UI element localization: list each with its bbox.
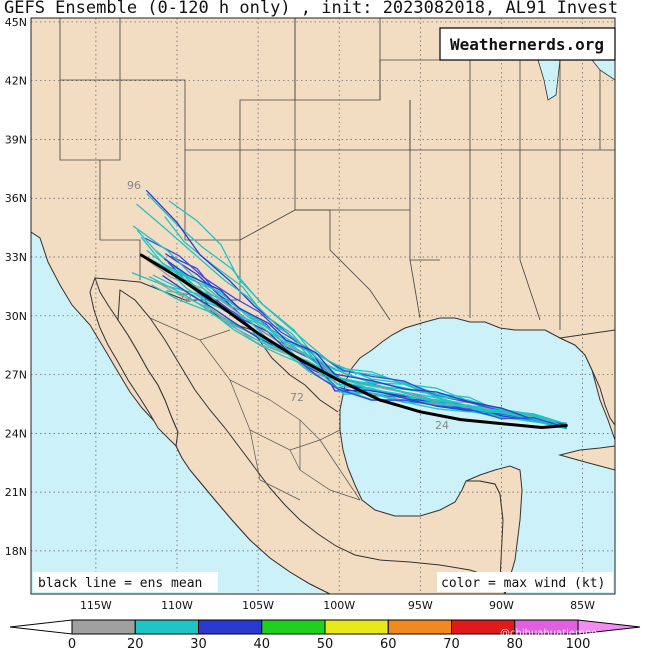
legend-right-box: color = max wind (kt): [437, 572, 613, 592]
lat-label: 21N: [5, 486, 27, 499]
lat-label: 30N: [5, 310, 27, 323]
ensemble-member-track: [140, 237, 567, 429]
lat-label: 33N: [5, 251, 27, 264]
hour-label-72-south: 72: [290, 391, 304, 404]
lon-label: 95W: [408, 599, 433, 612]
colorbar: 0 20 30 40 50 60 70 80 100: [9, 619, 641, 650]
lat-label: 27N: [5, 369, 27, 382]
lat-label: 18N: [5, 545, 27, 558]
colorbar-segment: [387, 619, 452, 635]
latitude-labels: 45N 42N 39N 36N 33N 30N 27N 24N 21N 18N: [5, 16, 27, 558]
colorbar-tick-label: 30: [190, 637, 207, 650]
yucatan: [465, 465, 523, 594]
colorbar-tick-label: 70: [443, 637, 460, 650]
legend-left-box: black line = ens mean: [33, 572, 218, 592]
colorbar-segment: [198, 619, 263, 635]
hour-label-96: 96: [127, 179, 141, 192]
ensemble-mean-track: [139, 253, 568, 429]
colorbar-tick-label: 100: [566, 637, 591, 650]
lon-label: 90W: [489, 599, 514, 612]
hour-label-24: 24: [435, 419, 449, 432]
map-title: GEFS Ensemble (0-120 h only) , init: 202…: [4, 0, 619, 18]
legend-right-text: color = max wind (kt): [441, 576, 605, 591]
colorbar-tick-label: 80: [506, 637, 523, 650]
lon-label: 100W: [323, 599, 355, 612]
watermark: @chihuahuatiempo: [500, 628, 597, 639]
colorbar-segment: [71, 619, 136, 635]
ensemble-tracks: [131, 190, 567, 430]
lon-label: 115W: [80, 599, 112, 612]
ensemble-member-track: [145, 237, 567, 428]
longitude-labels: 115W 110W 105W 100W 95W 90W 85W: [80, 599, 595, 612]
colorbar-tick-label: 50: [317, 637, 334, 650]
ensemble-member-track: [164, 258, 567, 428]
colorbar-right-arrow: [577, 619, 641, 635]
colorbar-tick-label: 0: [68, 637, 76, 650]
colorbar-tick-label: 20: [127, 637, 144, 650]
lat-label: 42N: [5, 75, 27, 88]
ensemble-member-track: [148, 276, 567, 429]
hour-label-72-north: 72: [178, 292, 192, 305]
lon-label: 105W: [242, 599, 274, 612]
gridlines: [31, 18, 615, 594]
legend-left-text: black line = ens mean: [38, 576, 202, 591]
lon-label: 110W: [161, 599, 193, 612]
colorbar-tick-label: 40: [253, 637, 270, 650]
lat-label: 36N: [5, 192, 27, 205]
lat-label: 24N: [5, 427, 27, 440]
colorbar-tick-label: 60: [380, 637, 397, 650]
lat-label: 45N: [5, 16, 27, 29]
brand-box: Weathernerds.org: [439, 27, 616, 61]
land-southeast-us: [558, 329, 615, 426]
map-frame: [30, 17, 616, 595]
cuba: [558, 445, 615, 471]
lat-label: 39N: [5, 133, 27, 146]
state-borders: [59, 18, 615, 330]
brand-text: Weathernerds.org: [450, 35, 604, 54]
colorbar-segment: [324, 619, 389, 635]
colorbar-segment: [261, 619, 326, 635]
mexico-state-borders: [149, 317, 361, 501]
colorbar-segment: [134, 619, 199, 635]
colorbar-left-arrow: [9, 619, 73, 635]
lon-label: 85W: [570, 599, 595, 612]
